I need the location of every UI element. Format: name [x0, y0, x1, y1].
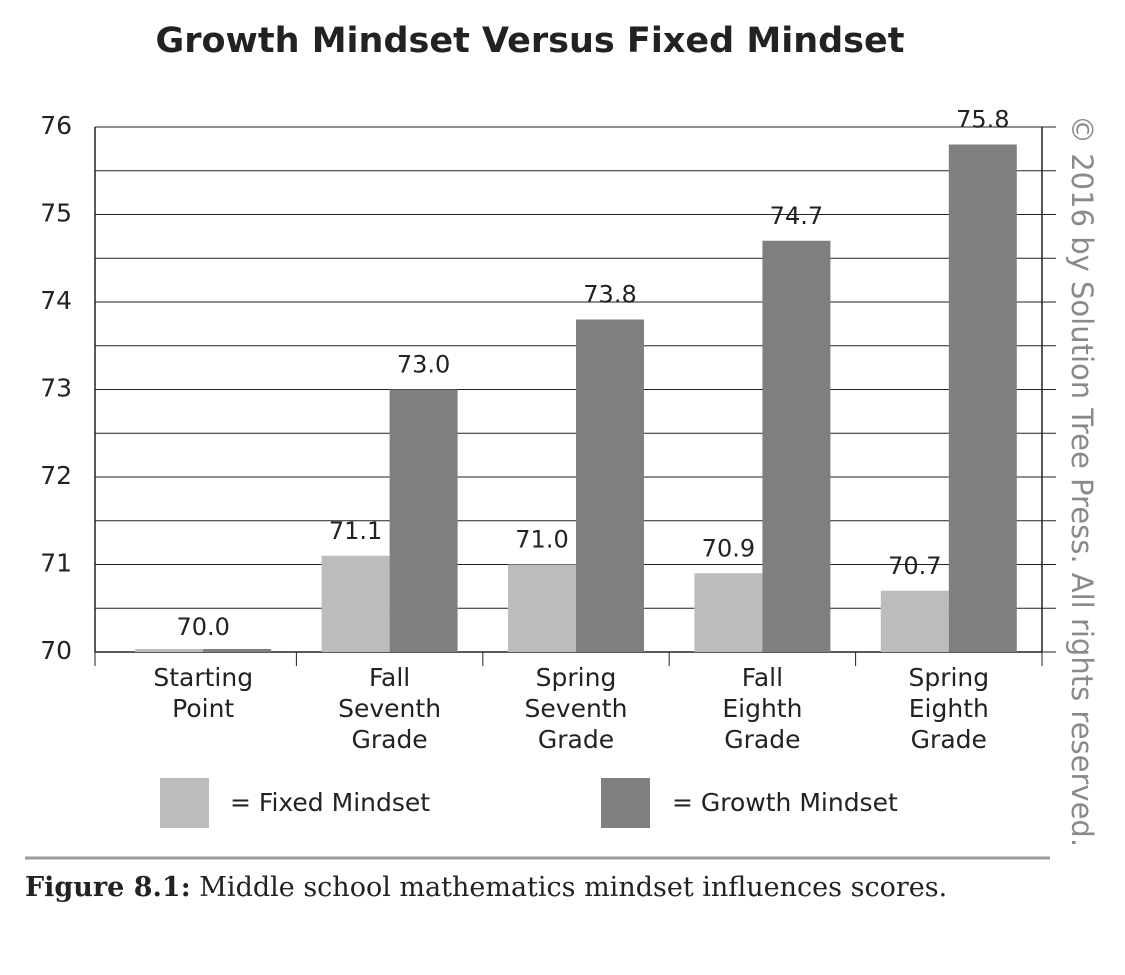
x-tick-label: Spring Seventh Grade	[525, 663, 628, 754]
y-tick-label: 72	[40, 461, 72, 490]
copyright: © 2016 by Solution Tree Press. All right…	[1065, 115, 1099, 847]
y-tick-label: 75	[40, 199, 72, 228]
legend-swatch	[601, 778, 650, 828]
x-tick-label-line: Spring	[536, 663, 617, 692]
legend-label: = Growth Mindset	[672, 788, 898, 817]
bar	[389, 389, 458, 652]
x-tick-label-line: Fall	[742, 663, 783, 692]
x-tick-label-line: Grade	[538, 725, 614, 754]
bar	[948, 144, 1017, 652]
bar	[203, 649, 272, 652]
caption: Figure 8.1: Middle school mathematics mi…	[25, 870, 1025, 906]
bar	[880, 590, 949, 652]
chart-title: Growth Mindset Versus Fixed Mindset	[156, 21, 905, 61]
x-tick-label-line: Starting	[153, 663, 253, 692]
value-label: 70.9	[702, 534, 755, 562]
bar	[576, 319, 644, 652]
x-tick-label-line: Spring	[908, 663, 989, 692]
value-label: 70.0	[176, 613, 229, 641]
chart: Growth Mindset Versus Fixed Mindset © 20…	[25, 21, 1099, 860]
bar	[762, 240, 831, 652]
bar	[694, 573, 763, 652]
x-tick-label-line: Seventh	[525, 694, 628, 723]
bar	[321, 555, 390, 652]
x-tick-label-line: Eighth	[722, 694, 802, 723]
y-tick-label: 76	[40, 111, 72, 140]
legend-label: = Fixed Mindset	[230, 788, 430, 817]
x-tick-label: Starting Point	[153, 663, 253, 723]
x-tick-label-line: Grade	[724, 725, 800, 754]
value-label: 73.0	[397, 351, 450, 379]
value-label: 71.1	[329, 517, 382, 545]
x-tick-label-line: Point	[172, 694, 234, 723]
value-label: 70.7	[888, 552, 941, 580]
value-label: 74.7	[770, 202, 823, 230]
caption-text: Middle school mathematics mindset influe…	[199, 872, 948, 903]
value-label: 71.0	[515, 526, 568, 554]
x-tick-label: Fall Eighth Grade	[722, 663, 802, 754]
x-tick-label-line: Grade	[351, 725, 427, 754]
y-tick-label: 71	[40, 549, 72, 578]
legend-swatch	[160, 778, 209, 828]
x-tick-label-line: Seventh	[338, 694, 441, 723]
y-tick-label: 73	[40, 374, 72, 403]
caption-label: Figure 8.1:	[25, 872, 191, 903]
x-tick-label: Fall Seventh Grade	[338, 663, 441, 754]
x-tick-label: Spring Eighth Grade	[908, 663, 989, 754]
y-tick-label: 70	[40, 636, 72, 665]
value-label: 75.8	[956, 106, 1009, 134]
x-tick-label-line: Fall	[369, 663, 410, 692]
y-tick-label: 74	[40, 286, 72, 315]
x-tick-label-line: Eighth	[909, 694, 989, 723]
bar	[135, 649, 204, 652]
value-label: 73.8	[583, 281, 636, 309]
bar	[508, 564, 576, 652]
x-tick-label-line: Grade	[911, 725, 987, 754]
